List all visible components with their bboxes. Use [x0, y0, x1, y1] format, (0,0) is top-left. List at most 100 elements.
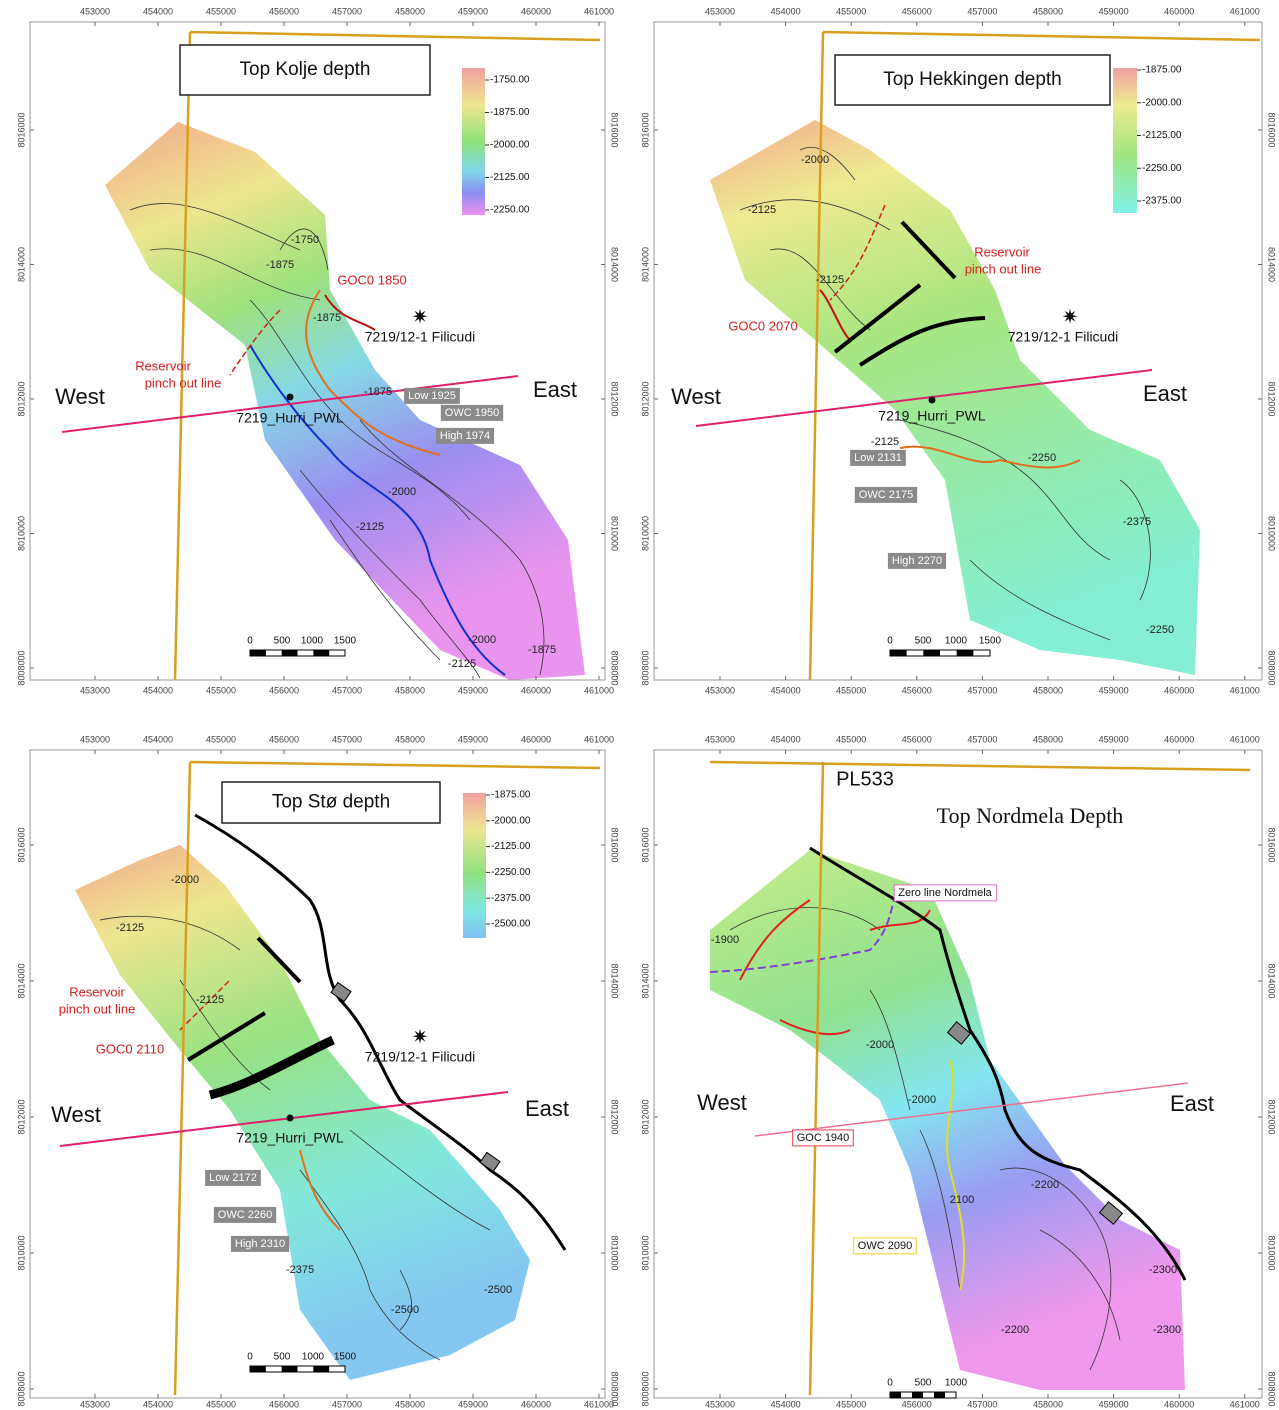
x-tick-label: 459000	[458, 685, 488, 695]
annotation: West	[55, 384, 105, 409]
colorbar-label: -1875.00	[1142, 65, 1182, 76]
scale-label: 1500	[334, 636, 357, 647]
y-tick-label: 8016000	[640, 112, 650, 147]
x-tick-label: 457000	[332, 6, 362, 16]
annotation: -1875	[528, 644, 556, 656]
y-tick-label: 8010000	[610, 1235, 620, 1270]
y-tick-label: 8010000	[640, 516, 650, 551]
annotation: High 2310	[235, 1238, 285, 1250]
annotation: GOC0 2070	[728, 318, 797, 333]
scale-bar	[957, 650, 974, 656]
annotation: -2125	[448, 658, 476, 670]
scale-label: 0	[247, 1352, 253, 1363]
annotation: Low 2172	[209, 1172, 257, 1184]
y-tick-label: 8010000	[16, 516, 26, 551]
annotation: -2125	[816, 274, 844, 286]
annotation: Low 1925	[408, 390, 456, 402]
panel-kolje: ✷ 45300045300045400045400045500045500045…	[16, 6, 619, 695]
y-tick-label: 8012000	[610, 1099, 620, 1134]
annotation: pinch out line	[965, 261, 1042, 276]
x-tick-label: 453000	[80, 734, 110, 744]
y-tick-label: 8016000	[1267, 112, 1277, 147]
x-tick-label: 453000	[705, 734, 735, 744]
scale-label: 0	[247, 636, 253, 647]
colorbar-label: -2000.00	[491, 815, 531, 826]
annotation: OWC 1950	[445, 407, 499, 419]
colorbar-label: -1750.00	[490, 75, 530, 86]
annotation: Reservoir	[135, 358, 191, 373]
x-tick-label: 461000	[1230, 685, 1260, 695]
x-tick-label: 461000	[1230, 734, 1260, 744]
x-tick-label: 455000	[206, 734, 236, 744]
annotation: Reservoir	[974, 244, 1030, 259]
x-tick-label: 455000	[836, 6, 866, 16]
annotation: pinch out line	[145, 375, 222, 390]
x-tick-label: 453000	[80, 1399, 110, 1409]
x-tick-label: 461000	[584, 734, 614, 744]
x-tick-label: 456000	[902, 6, 932, 16]
well	[929, 397, 936, 404]
x-tick-label: 461000	[584, 1399, 614, 1409]
scale-label: 500	[915, 636, 932, 647]
x-tick-label: 459000	[1099, 1399, 1129, 1409]
annotation: 7219_Hurri_PWL	[236, 1130, 344, 1146]
x-tick-label: 455000	[836, 1399, 866, 1409]
colorbar-label: -2375.00	[491, 893, 531, 904]
scale-bar	[923, 650, 940, 656]
annotation: -2125	[116, 922, 144, 934]
x-tick-label: 456000	[269, 1399, 299, 1409]
annotation: -2000	[866, 1039, 894, 1051]
annotation: PL533	[836, 768, 894, 790]
x-tick-label: 458000	[1033, 685, 1063, 695]
x-tick-label: 458000	[1033, 1399, 1063, 1409]
x-tick-label: 456000	[269, 734, 299, 744]
x-tick-label: 459000	[1099, 685, 1129, 695]
annotation: -2000	[908, 1094, 936, 1106]
annotation: -2300	[1149, 1264, 1177, 1276]
colorbar-label: -2250.00	[490, 205, 530, 216]
x-tick-label: 454000	[771, 685, 801, 695]
x-tick-label: 460000	[521, 6, 551, 16]
annotation: OWC 2090	[858, 1240, 912, 1252]
x-tick-label: 454000	[771, 1399, 801, 1409]
x-tick-label: 461000	[584, 685, 614, 695]
annotation: East	[533, 377, 577, 402]
map-title: Top Kolje depth	[240, 59, 371, 80]
x-tick-label: 455000	[206, 6, 236, 16]
colorbar	[1113, 68, 1137, 213]
annotation: -2200	[1001, 1324, 1029, 1336]
scale-bar	[912, 1392, 923, 1398]
panel-nordmela: 4530004530004540004540004550004550004560…	[640, 734, 1276, 1409]
x-tick-label: 457000	[332, 685, 362, 695]
x-tick-label: 460000	[1164, 685, 1194, 695]
annotation: East	[1170, 1091, 1214, 1116]
x-tick-label: 454000	[143, 734, 173, 744]
scale-bar	[890, 650, 907, 656]
x-tick-label: 460000	[1164, 734, 1194, 744]
scale-bar	[313, 650, 329, 656]
annotation: -1900	[711, 934, 739, 946]
scale-bar	[890, 1392, 901, 1398]
scale-bar	[282, 1366, 298, 1372]
y-tick-label: 8012000	[1267, 1099, 1277, 1134]
y-tick-label: 8014000	[1267, 963, 1277, 998]
annotation: -2000	[468, 634, 496, 646]
scale-bar	[313, 1366, 329, 1372]
y-tick-label: 8014000	[640, 963, 650, 998]
y-tick-label: 8014000	[1267, 247, 1277, 282]
y-tick-label: 8016000	[16, 827, 26, 862]
y-tick-label: 8010000	[610, 516, 620, 551]
scale-label: 0	[887, 1378, 893, 1389]
x-tick-label: 453000	[705, 685, 735, 695]
scale-bar	[934, 1392, 945, 1398]
y-tick-label: 8014000	[610, 247, 620, 282]
y-tick-label: 8012000	[640, 1099, 650, 1134]
x-tick-label: 455000	[836, 734, 866, 744]
y-tick-label: 8008000	[1267, 650, 1277, 685]
x-tick-label: 456000	[269, 6, 299, 16]
x-tick-label: 454000	[143, 6, 173, 16]
colorbar-label: -2125.00	[1142, 130, 1182, 141]
scale-bar	[250, 1366, 266, 1372]
y-tick-label: 8008000	[610, 650, 620, 685]
annotation: OWC 2175	[859, 489, 913, 501]
